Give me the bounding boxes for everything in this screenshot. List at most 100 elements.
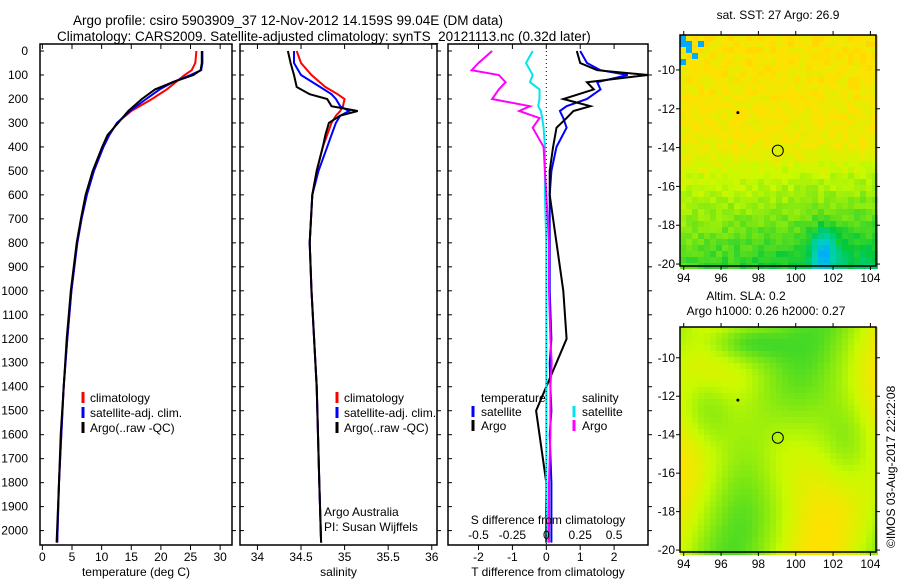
map-cell bbox=[710, 59, 716, 65]
map-cell bbox=[710, 77, 716, 83]
map-cell bbox=[740, 101, 746, 107]
map-cell bbox=[866, 227, 872, 233]
map-cell bbox=[770, 197, 776, 203]
y-tick-label: 100 bbox=[8, 68, 28, 82]
map-cell bbox=[698, 41, 704, 47]
map-cell bbox=[782, 245, 788, 251]
map-cell bbox=[860, 53, 866, 59]
map-cell bbox=[830, 215, 836, 221]
map-cell bbox=[704, 137, 710, 143]
map-cell bbox=[854, 89, 860, 95]
map-cell bbox=[800, 143, 806, 149]
map-cell bbox=[788, 101, 794, 107]
map-cell bbox=[782, 339, 788, 345]
map-cell bbox=[710, 167, 716, 173]
map-cell bbox=[764, 441, 770, 447]
map-cell bbox=[818, 471, 824, 477]
map-cell bbox=[806, 83, 812, 89]
map-cell bbox=[812, 83, 818, 89]
map-cell bbox=[848, 215, 854, 221]
map-cell bbox=[686, 429, 692, 435]
map-image-sst-map bbox=[680, 35, 878, 269]
map-cell bbox=[812, 257, 818, 263]
map-cell bbox=[830, 327, 836, 333]
map-cell bbox=[692, 369, 698, 375]
map-cell bbox=[836, 137, 842, 143]
map-cell bbox=[848, 179, 854, 185]
map-cell bbox=[848, 531, 854, 537]
map-cell bbox=[824, 483, 830, 489]
map-cell bbox=[698, 531, 704, 537]
map-cell bbox=[764, 197, 770, 203]
map-cell bbox=[848, 65, 854, 71]
map-cell bbox=[740, 519, 746, 525]
map-cell bbox=[698, 83, 704, 89]
map-cell bbox=[698, 447, 704, 453]
map-cell bbox=[710, 465, 716, 471]
map-cell bbox=[704, 441, 710, 447]
map-cell bbox=[806, 161, 812, 167]
map-cell bbox=[818, 257, 824, 263]
map-cell bbox=[764, 357, 770, 363]
map-cell bbox=[770, 35, 776, 41]
map-cell bbox=[812, 221, 818, 227]
map-cell bbox=[872, 363, 878, 369]
map-cell bbox=[704, 59, 710, 65]
map-cell bbox=[836, 149, 842, 155]
map-cell bbox=[716, 215, 722, 221]
map-cell bbox=[830, 119, 836, 125]
map-cell bbox=[824, 227, 830, 233]
map-cell bbox=[818, 405, 824, 411]
map-cell bbox=[872, 375, 878, 381]
map-cell bbox=[728, 119, 734, 125]
map-cell bbox=[764, 375, 770, 381]
map-cell bbox=[710, 239, 716, 245]
map-cell bbox=[794, 507, 800, 513]
x-axis-label: temperature (deg C) bbox=[82, 565, 190, 579]
map-cell bbox=[722, 167, 728, 173]
map-cell bbox=[734, 143, 740, 149]
map-cell bbox=[710, 71, 716, 77]
map-cell bbox=[764, 239, 770, 245]
map-cell bbox=[734, 179, 740, 185]
map-cell bbox=[794, 137, 800, 143]
map-cell bbox=[818, 41, 824, 47]
map-cell bbox=[824, 441, 830, 447]
map-cell bbox=[854, 257, 860, 263]
legend-label: satellite bbox=[582, 405, 623, 419]
map-cell bbox=[740, 375, 746, 381]
map-cell bbox=[794, 233, 800, 239]
map-cell bbox=[704, 167, 710, 173]
map-cell bbox=[818, 339, 824, 345]
map-cell bbox=[734, 221, 740, 227]
map-cell bbox=[866, 131, 872, 137]
map-cell bbox=[698, 489, 704, 495]
map-cell bbox=[818, 399, 824, 405]
map-cell bbox=[848, 351, 854, 357]
map-cell bbox=[818, 543, 824, 549]
map-cell bbox=[680, 41, 686, 47]
map-cell bbox=[692, 101, 698, 107]
map-cell bbox=[734, 239, 740, 245]
map-cell bbox=[854, 327, 860, 333]
map-cell bbox=[740, 35, 746, 41]
map-cell bbox=[812, 363, 818, 369]
map-cell bbox=[704, 375, 710, 381]
map-cell bbox=[758, 251, 764, 257]
map-cell bbox=[842, 65, 848, 71]
map-cell bbox=[698, 107, 704, 113]
map-cell bbox=[770, 447, 776, 453]
map-cell bbox=[872, 519, 878, 525]
map-cell bbox=[740, 435, 746, 441]
map-cell bbox=[806, 495, 812, 501]
map-cell bbox=[860, 465, 866, 471]
map-cell bbox=[704, 35, 710, 41]
map-cell bbox=[728, 137, 734, 143]
map-cell bbox=[692, 441, 698, 447]
x-tick-label: 96 bbox=[714, 557, 728, 571]
map-cell bbox=[830, 495, 836, 501]
map-cell bbox=[800, 363, 806, 369]
map-cell bbox=[740, 107, 746, 113]
map-cell bbox=[872, 95, 878, 101]
map-cell bbox=[782, 113, 788, 119]
